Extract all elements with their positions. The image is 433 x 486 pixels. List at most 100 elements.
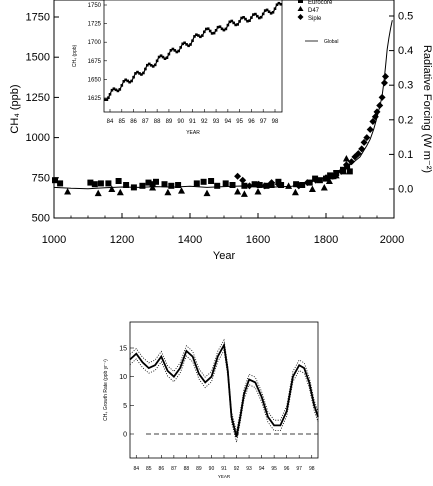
d47-point <box>234 187 242 195</box>
inset-x-tick-label: 94 <box>225 119 232 125</box>
legend-siple-label: Siple <box>308 16 322 22</box>
eurocore-point <box>161 181 168 188</box>
d47-point <box>149 183 157 191</box>
inset-point <box>157 55 161 59</box>
inset-point <box>230 19 234 23</box>
main-y-axis-label: CH₄ (ppb) <box>9 84 21 133</box>
inset-point <box>177 49 180 53</box>
inset-point <box>206 27 210 30</box>
d47-point <box>164 188 172 196</box>
inset-point <box>256 14 259 18</box>
main-y2-tick-label: 0.0 <box>398 184 413 196</box>
inset-y-axis-label: CH₄ (ppb) <box>72 45 78 68</box>
inset-point <box>240 16 243 20</box>
eurocore-point <box>57 180 64 187</box>
growth-marks <box>129 338 319 443</box>
inset-point <box>214 29 218 32</box>
eurocore-point <box>222 180 229 187</box>
eurocore-point <box>153 178 159 185</box>
inset-point <box>136 70 139 74</box>
growth-x-tick-label: 89 <box>196 466 202 472</box>
eurocore-point <box>214 182 221 189</box>
siple-point <box>274 180 282 188</box>
growth-rate-line <box>129 342 319 438</box>
main-y2-tick-label: 0.1 <box>398 149 413 161</box>
siple-point <box>312 176 320 184</box>
eurocore-point <box>193 180 200 187</box>
main-x-ticks: 1000 1200 1400 1600 1800 2000 <box>42 213 404 246</box>
inset-point <box>169 49 173 52</box>
eurocore-point <box>145 179 152 186</box>
siple-point <box>303 179 311 187</box>
inset-point <box>148 62 151 66</box>
inset-point <box>248 19 251 22</box>
inset-point <box>185 43 188 46</box>
inset-point <box>197 34 200 37</box>
inset-point <box>140 73 143 76</box>
main-x-tick-label: 2000 <box>380 234 404 246</box>
inset-y-tick-label: 1700 <box>88 40 102 46</box>
main-y-tick-label: 1500 <box>26 52 50 64</box>
inset-point <box>259 15 263 19</box>
siple-point <box>358 145 366 153</box>
inset-x-tick-label: 92 <box>201 119 208 125</box>
d47-point <box>285 182 293 189</box>
inset-x-tick-label: 86 <box>130 119 137 125</box>
inset-point <box>236 23 239 26</box>
inset-point <box>107 96 110 99</box>
inset-point <box>112 87 116 90</box>
siple-point <box>261 182 269 190</box>
inset-point <box>108 93 112 96</box>
eurocore-point <box>241 182 248 189</box>
growth-y-tick-label: 10 <box>119 374 127 381</box>
inset-point <box>118 88 122 91</box>
inset-point <box>267 10 271 13</box>
main-y-tick-label: 750 <box>32 172 50 184</box>
inset-point <box>277 1 281 5</box>
main-y2-tick-label: 0.4 <box>398 45 413 57</box>
eurocore-point <box>299 182 306 188</box>
growth-y-tick-label: 15 <box>119 346 127 353</box>
siple-point <box>322 174 330 182</box>
inset-point <box>173 49 177 52</box>
inset-point <box>161 55 165 59</box>
main-x-tick-label: 1800 <box>314 234 338 246</box>
inset-point <box>179 46 182 49</box>
d47-point <box>308 185 316 193</box>
d47-point <box>178 187 185 194</box>
inset-point <box>124 78 127 82</box>
inset-point <box>130 79 133 83</box>
main-y-tick-label: 1250 <box>26 92 50 104</box>
inset-point <box>220 27 224 31</box>
siple-point <box>380 79 388 87</box>
inset-point <box>195 33 198 36</box>
inset-point <box>183 41 186 45</box>
inset-point <box>222 28 226 32</box>
eurocore-point <box>139 182 146 189</box>
inset-marks <box>104 1 283 101</box>
legend-d47-label: D47 <box>308 8 320 14</box>
inset-point <box>132 75 135 79</box>
inset-point <box>212 31 216 35</box>
inset-point <box>265 8 269 12</box>
inset-point <box>134 72 137 75</box>
growth-y-ticks: 0 5 10 15 <box>119 346 134 439</box>
inset-y-tick-label: 1725 <box>88 22 102 28</box>
siple-point <box>373 108 381 116</box>
inset-point <box>252 13 255 16</box>
inset-y-tick-label: 1675 <box>88 59 102 65</box>
growth-y-axis-label: CH₄ Growth Rate (ppb yr⁻¹) <box>103 359 109 421</box>
inset-point <box>228 20 232 24</box>
main-legend: Eurocore D47 Siple Global <box>297 0 338 45</box>
legend-global-label: Global <box>324 39 338 45</box>
growth-x-tick-label: 98 <box>309 466 315 472</box>
siple-point <box>268 179 276 187</box>
inset-y-tick-label: 1750 <box>88 3 102 9</box>
inset-point <box>138 72 141 75</box>
growth-x-axis-label: YEAR <box>218 474 231 479</box>
inset-point <box>226 23 230 27</box>
inset-point <box>165 56 169 59</box>
growth-rate-upper-bound <box>129 338 319 432</box>
inset-point <box>269 12 273 15</box>
siple-point <box>255 180 263 188</box>
